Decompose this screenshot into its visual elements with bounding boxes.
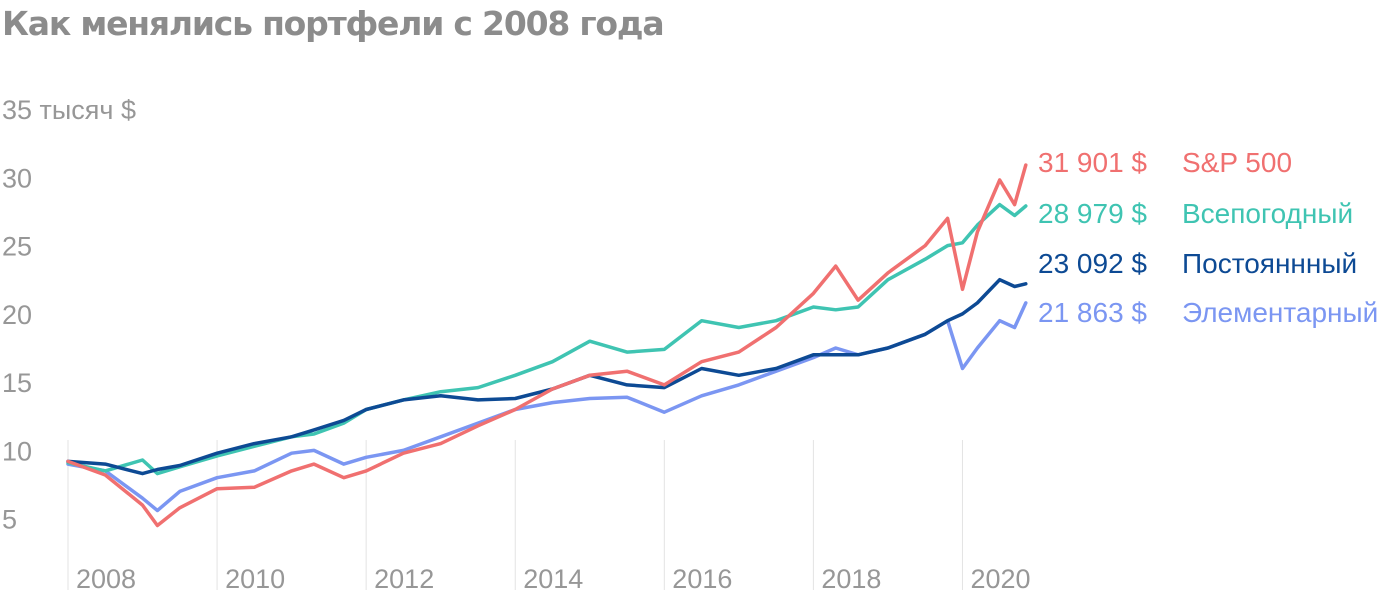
series-line-0 (66, 163, 1028, 528)
y-tick-label: 30 (2, 163, 32, 193)
series-line-1 (66, 202, 1028, 476)
y-tick-label: 20 (2, 300, 32, 330)
legend-value-2: 23 092 $ (1038, 248, 1147, 279)
x-tick-label: 2012 (374, 564, 434, 594)
legend-name-2: Постояннный (1182, 248, 1357, 279)
x-tick-label: 2010 (225, 564, 285, 594)
chart-title: Как менялись портфели с 2008 года (2, 4, 665, 43)
legend-name-1: Всепогодный (1182, 198, 1353, 229)
legend-name-0: S&P 500 (1182, 147, 1292, 178)
x-axis-ticks: 2008 2010 2012 2014 2016 2018 2020 (76, 564, 1031, 594)
legend-value-0: 31 901 $ (1038, 147, 1147, 178)
legend-name-3: Элементарный (1182, 297, 1378, 328)
series-line-3 (66, 301, 1028, 513)
y-tick-label: 10 (2, 436, 32, 466)
x-tick-label: 2018 (821, 564, 881, 594)
legend-value-1: 28 979 $ (1038, 198, 1147, 229)
series-lines (66, 163, 1028, 528)
x-tick-label: 2016 (672, 564, 732, 594)
y-tick-label: 25 (2, 232, 32, 262)
x-tick-label: 2014 (523, 564, 583, 594)
series-line-2 (66, 277, 1028, 476)
y-tick-label: 5 (2, 505, 17, 535)
y-tick-label: 15 (2, 368, 32, 398)
x-tick-label: 2020 (970, 564, 1030, 594)
legend: 31 901 $ S&P 500 28 979 $ Всепогодный 23 092… (1038, 147, 1378, 328)
legend-value-3: 21 863 $ (1038, 297, 1147, 328)
y-axis-ticks: 35 тысяч $ 30 25 20 15 10 5 (2, 95, 136, 535)
x-tick-label: 2008 (76, 564, 136, 594)
y-tick-label: 35 тысяч $ (2, 95, 136, 125)
